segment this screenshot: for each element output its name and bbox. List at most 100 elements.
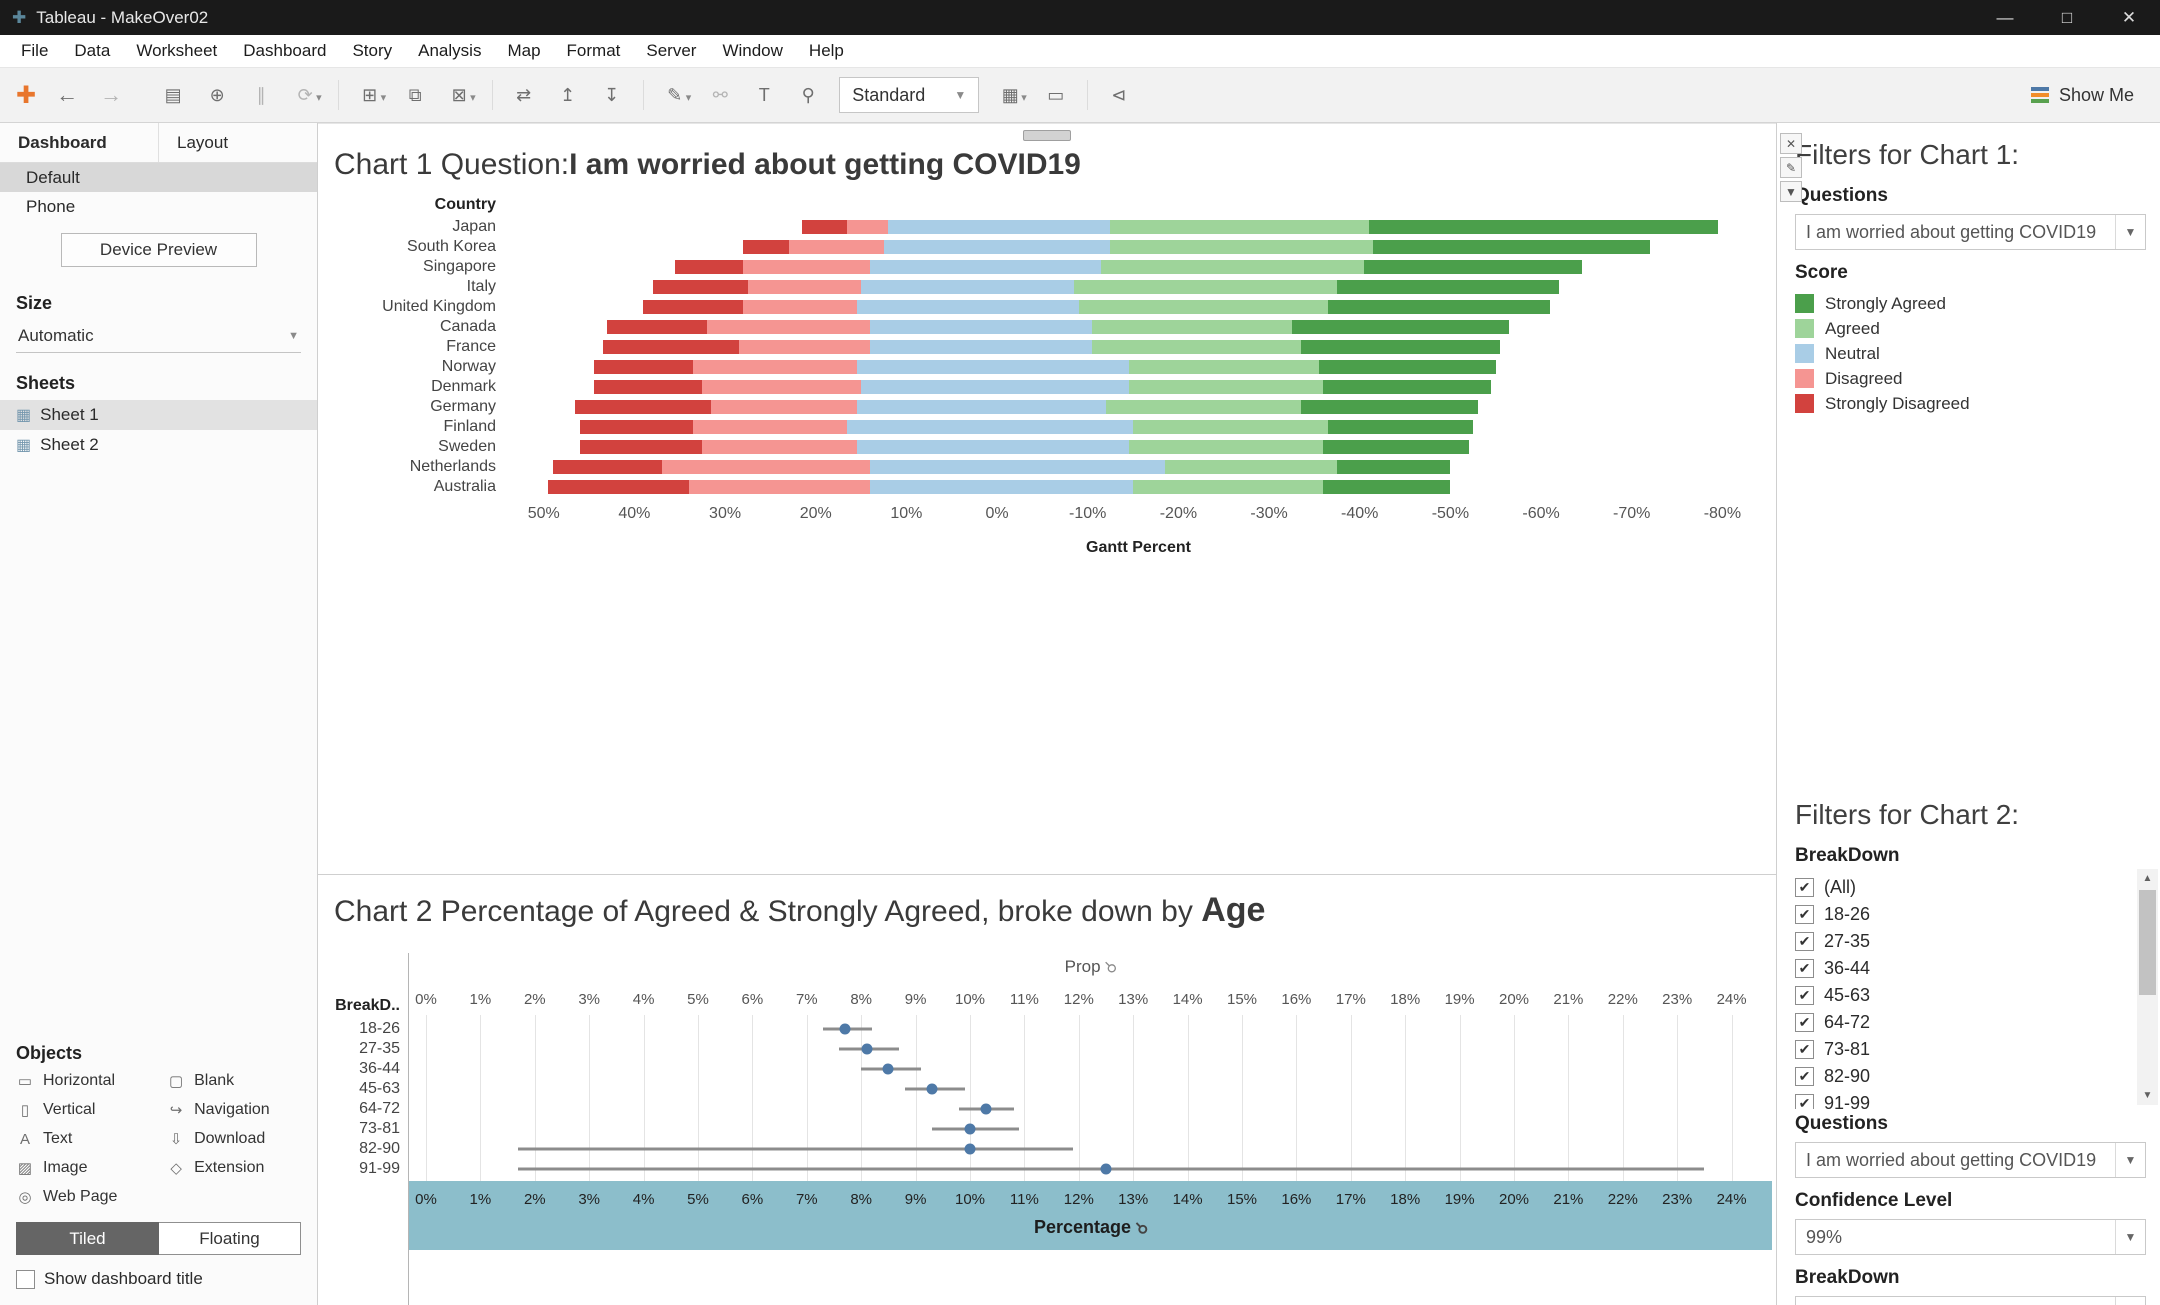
- object-download[interactable]: ⇩ Download: [167, 1130, 311, 1148]
- tableau-start-icon[interactable]: ✚: [16, 81, 37, 109]
- close-button[interactable]: ✕: [2121, 7, 2137, 27]
- bar-segment-agreed[interactable]: [1110, 240, 1374, 254]
- bar-segment-strongly-disagreed[interactable]: [579, 420, 694, 434]
- bar-segment-agreed[interactable]: [1092, 340, 1301, 354]
- sort-ascending-icon[interactable]: ↥: [560, 84, 576, 105]
- scroll-down-icon[interactable]: ▼: [2137, 1086, 2158, 1105]
- menu-help[interactable]: Help: [808, 41, 844, 60]
- object-web-page[interactable]: ◎ Web Page: [16, 1188, 167, 1206]
- bar-segment-disagreed[interactable]: [693, 360, 857, 374]
- redo-icon[interactable]: →: [100, 82, 123, 107]
- bar-segment-agreed[interactable]: [1110, 220, 1369, 234]
- bar-segment-strongly-disagreed[interactable]: [602, 340, 739, 354]
- scrollbar-track[interactable]: [2137, 888, 2158, 1086]
- bar-segment-neutral[interactable]: [861, 280, 1075, 294]
- fix-axes-icon[interactable]: ⚲: [801, 84, 815, 105]
- show-mark-labels-icon[interactable]: T: [758, 84, 770, 105]
- swap-axes-icon[interactable]: ⇄: [516, 84, 532, 105]
- object-blank[interactable]: ▢ Blank: [167, 1072, 311, 1090]
- bar-segment-strongly-agreed[interactable]: [1364, 260, 1582, 274]
- bar-segment-agreed[interactable]: [1164, 460, 1338, 474]
- object-image[interactable]: ▨ Image: [16, 1159, 167, 1177]
- menu-server[interactable]: Server: [646, 41, 697, 60]
- confidence-level-dropdown[interactable]: 99% ▼: [1795, 1219, 2146, 1255]
- filter-menu-icon[interactable]: ▼: [1780, 181, 1802, 202]
- bar-segment-agreed[interactable]: [1101, 260, 1365, 274]
- save-icon[interactable]: ▤: [164, 84, 182, 105]
- menu-format[interactable]: Format: [566, 41, 621, 60]
- bar-segment-strongly-agreed[interactable]: [1291, 320, 1510, 334]
- questions2-dropdown[interactable]: I am worried about getting COVID19 ▼: [1795, 1142, 2146, 1178]
- maximize-button[interactable]: □: [2061, 7, 2073, 27]
- object-horizontal[interactable]: ▭ Horizontal: [16, 1072, 167, 1090]
- menu-dashboard[interactable]: Dashboard: [243, 41, 327, 60]
- data-point[interactable]: [964, 1143, 976, 1155]
- chart2-axis-bottom[interactable]: 0% 1% 2% 3% 4% 5% 6% 7% 8% 9% 10% 11% 12% 13% 14% 15% 16…: [409, 1191, 1772, 1213]
- chevron-down-icon[interactable]: ▼: [2115, 1297, 2145, 1305]
- filter-checkbox-36-44[interactable]: ✔ 36-44: [1795, 955, 2146, 982]
- new-worksheet-icon[interactable]: ⊞: [362, 84, 378, 105]
- bar-segment-disagreed[interactable]: [743, 260, 871, 274]
- sort-descending-icon[interactable]: ↧: [604, 84, 620, 105]
- chevron-down-icon[interactable]: ▾: [685, 91, 692, 104]
- chevron-down-icon[interactable]: ▾: [316, 91, 322, 104]
- filter-checkbox-all[interactable]: ✔ (All): [1795, 874, 2146, 901]
- bar-segment-disagreed[interactable]: [738, 340, 871, 354]
- breakdown2-dropdown[interactable]: Age ▼: [1795, 1296, 2146, 1305]
- bar-segment-agreed[interactable]: [1128, 440, 1324, 454]
- bar-segment-strongly-agreed[interactable]: [1323, 480, 1451, 494]
- bar-segment-disagreed[interactable]: [702, 380, 862, 394]
- bar-segment-agreed[interactable]: [1078, 300, 1328, 314]
- sheet-item-sheet-2[interactable]: ▦ Sheet 2: [0, 430, 317, 460]
- menu-worksheet[interactable]: Worksheet: [136, 41, 218, 60]
- bar-segment-strongly-agreed[interactable]: [1323, 440, 1469, 454]
- bar-segment-agreed[interactable]: [1133, 480, 1324, 494]
- bar-segment-neutral[interactable]: [856, 360, 1129, 374]
- menu-map[interactable]: Map: [507, 41, 541, 60]
- clear-sheet-icon[interactable]: ⊠: [451, 84, 467, 105]
- object-vertical[interactable]: ▯ Vertical: [16, 1101, 167, 1119]
- bar-segment-strongly-disagreed[interactable]: [607, 320, 707, 334]
- bar-segment-disagreed[interactable]: [711, 400, 857, 414]
- close-filter-card-icon[interactable]: ✕: [1780, 133, 1802, 154]
- chevron-down-icon[interactable]: ▼: [2115, 1143, 2145, 1177]
- chevron-down-icon[interactable]: ▼: [2115, 215, 2145, 249]
- bar-segment-strongly-disagreed[interactable]: [552, 460, 662, 474]
- chart1-zone[interactable]: Chart 1 Question:I am worried about gett…: [318, 123, 1776, 875]
- chevron-down-icon[interactable]: ▾: [470, 91, 476, 104]
- filter-checkbox-91-99[interactable]: ✔ 91-99: [1795, 1090, 2146, 1109]
- bar-segment-neutral[interactable]: [870, 340, 1093, 354]
- chart2-top-axis-title[interactable]: Prop ⚲: [409, 957, 1772, 977]
- bar-segment-neutral[interactable]: [883, 240, 1111, 254]
- bar-segment-agreed[interactable]: [1128, 360, 1319, 374]
- data-point[interactable]: [839, 1023, 851, 1035]
- pause-updates-icon[interactable]: ∥: [256, 84, 266, 105]
- data-point[interactable]: [1100, 1163, 1112, 1175]
- bar-segment-strongly-agreed[interactable]: [1327, 300, 1551, 314]
- duplicate-icon[interactable]: ⧉: [408, 84, 422, 105]
- filter-checkbox-73-81[interactable]: ✔ 73-81: [1795, 1036, 2146, 1063]
- data-point[interactable]: [980, 1103, 992, 1115]
- bar-segment-disagreed[interactable]: [747, 280, 862, 294]
- menu-data[interactable]: Data: [74, 41, 111, 60]
- bar-segment-neutral[interactable]: [870, 460, 1165, 474]
- bar-segment-agreed[interactable]: [1105, 400, 1301, 414]
- object-navigation[interactable]: ↪ Navigation: [167, 1101, 311, 1119]
- bar-segment-disagreed[interactable]: [788, 240, 884, 254]
- highlight-icon[interactable]: ✎: [667, 84, 683, 105]
- floating-button[interactable]: Floating: [159, 1222, 301, 1255]
- filter-checkbox-27-35[interactable]: ✔ 27-35: [1795, 928, 2146, 955]
- bar-segment-neutral[interactable]: [870, 260, 1102, 274]
- show-me-button[interactable]: Show Me: [2030, 85, 2134, 106]
- group-members-icon[interactable]: ⚯: [712, 84, 728, 105]
- bar-segment-disagreed[interactable]: [661, 460, 871, 474]
- refresh-icon[interactable]: ⟳: [297, 84, 313, 105]
- bar-segment-disagreed[interactable]: [847, 220, 889, 234]
- bar-segment-disagreed[interactable]: [706, 320, 871, 334]
- bar-segment-neutral[interactable]: [856, 440, 1129, 454]
- bar-segment-neutral[interactable]: [856, 300, 1079, 314]
- bar-segment-strongly-disagreed[interactable]: [802, 220, 848, 234]
- data-point[interactable]: [964, 1123, 976, 1135]
- fit-selector[interactable]: Standard ▼: [839, 77, 980, 113]
- chevron-down-icon[interactable]: ▾: [380, 91, 387, 104]
